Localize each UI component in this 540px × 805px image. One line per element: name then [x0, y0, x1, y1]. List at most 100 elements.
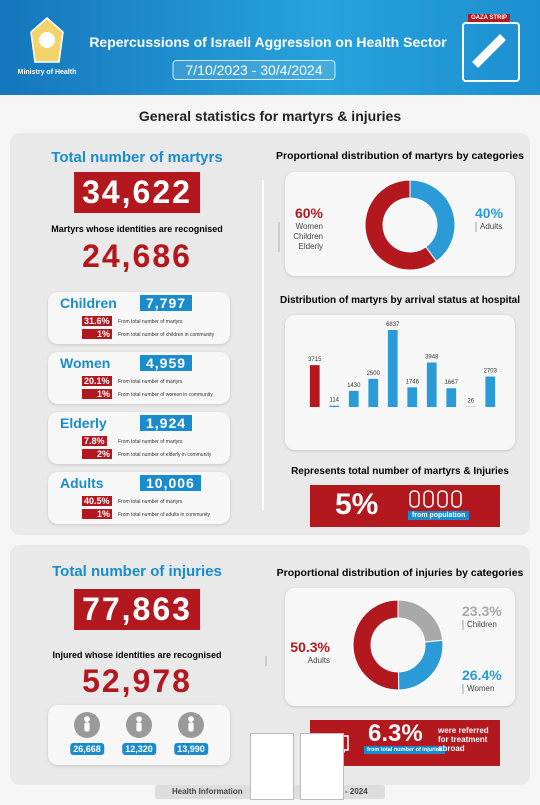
person-icon	[136, 716, 142, 723]
thumbnail	[300, 733, 344, 800]
martyrs-heading: Total number of martyrs	[51, 149, 223, 166]
bar	[426, 362, 437, 407]
person-icon	[188, 716, 194, 723]
bar-value-label: 6837	[386, 322, 400, 328]
pie-slice	[409, 179, 456, 263]
injuries-heading: Total number of injuries	[52, 563, 222, 580]
people-icons	[409, 490, 462, 508]
martyrs-total: 34,622	[74, 172, 200, 213]
pie-category-label: Adults	[265, 656, 330, 666]
injury-count: 13,990	[174, 743, 208, 755]
share-of-martyrs: 40.5%	[82, 496, 112, 506]
pie-category-label: Women Children Elderly	[278, 222, 323, 252]
abroad-share: 6.3%	[368, 720, 423, 747]
header-title: Repercussions of Israeli Aggression on H…	[89, 34, 447, 50]
share-of-community: 2%	[82, 449, 112, 459]
category-name: Elderly	[60, 415, 107, 431]
bar-value-label: 2703	[484, 369, 498, 375]
badge-frame	[462, 22, 520, 82]
pie-slice	[352, 599, 400, 691]
bar	[309, 365, 320, 407]
abroad-label: were referred for treatment abroad	[438, 726, 489, 753]
category-box	[48, 412, 230, 464]
ministry: Ministry of Health	[17, 69, 77, 76]
share-of-community: 1%	[82, 329, 112, 339]
date-range: 7/10/2023 - 30/4/2024	[172, 60, 336, 80]
chart-title: Distribution of martyrs by arrival statu…	[279, 295, 521, 306]
category-count: 4,959	[140, 355, 193, 371]
category-name: Adults	[60, 475, 104, 491]
share-of-community: 1%	[82, 509, 112, 519]
bar-value-label: 3715	[308, 357, 322, 363]
subtitle: General statistics for martyrs & injurie…	[138, 108, 402, 124]
share-label: From total number of women in community	[118, 392, 213, 398]
badge: GAZA STRIP	[467, 14, 511, 22]
bar	[348, 390, 359, 407]
bar	[446, 388, 457, 407]
logo	[30, 17, 64, 63]
injury-count: 12,320	[122, 743, 156, 755]
bar-value-label: 114	[329, 398, 339, 404]
bar	[387, 330, 398, 407]
pie-value-label: 23.3%	[462, 603, 502, 619]
pie-slice	[397, 599, 444, 643]
bar-value-label: 1746	[406, 379, 420, 385]
martyrs-identified: 24,686	[82, 238, 192, 274]
population-heading: Represents total number of martyrs & Inj…	[291, 466, 509, 477]
pie-value-label: 60%	[294, 205, 323, 221]
bar	[329, 405, 340, 407]
person-icon	[84, 716, 90, 723]
divider	[262, 180, 264, 510]
bar	[485, 376, 496, 407]
person-icon	[188, 722, 194, 732]
share-of-martyrs: 31.6%	[82, 316, 112, 326]
bar-value-label: 3948	[425, 355, 439, 361]
share-label: From total number of martyrs	[118, 319, 183, 325]
injuries-total: 77,863	[74, 589, 200, 630]
bar-value-label: 2500	[367, 371, 381, 377]
share-of-community: 1%	[82, 389, 112, 399]
abroad-share-label: from total number of injuries	[364, 746, 445, 754]
share-of-martyrs: 7.8%	[82, 436, 107, 446]
category-count: 1,924	[140, 415, 193, 431]
injuries-identified: 52,978	[82, 663, 192, 699]
pie-slice	[364, 179, 438, 271]
category-box	[48, 352, 230, 404]
population-label: from population	[408, 511, 470, 520]
category-count: 7,797	[140, 295, 193, 311]
pie-category-label: Adults	[475, 222, 540, 232]
population-share: 5%	[335, 488, 379, 521]
category-count: 10,006	[140, 475, 201, 491]
pie-value-label: 40%	[475, 205, 504, 221]
chart-title: Proportional distribution of martyrs by …	[276, 150, 524, 162]
chart-box	[285, 315, 515, 450]
person-icon	[84, 722, 90, 732]
pie-value-label: 50.3%	[290, 639, 330, 655]
chart-title: Proportional distribution of injuries by…	[276, 567, 524, 579]
thumbnail	[250, 733, 294, 800]
category-name: Children	[60, 295, 117, 311]
pie-category-label: Children	[462, 620, 527, 630]
population-box	[310, 485, 500, 527]
gaza-icon	[472, 34, 506, 68]
footer-left: Health Information	[172, 787, 243, 796]
bar	[368, 378, 379, 407]
share-label: From total number of adults in community	[118, 512, 210, 518]
person-icon	[136, 722, 142, 732]
injury-count: 26,668	[70, 743, 104, 755]
share-label: From total number of children in communi…	[118, 332, 215, 338]
share-label: From total number of martyrs	[118, 439, 183, 445]
injuries-identified-label: Injured whose identities are recognised	[52, 650, 222, 660]
bar-value-label: 26	[467, 399, 474, 405]
bar-value-label: 1667	[445, 380, 459, 386]
footer-right: - 2024	[345, 787, 368, 796]
pie-value-label: 26.4%	[462, 667, 502, 683]
category-name: Women	[60, 355, 111, 371]
share-label: From total number of elderly in communit…	[118, 452, 212, 458]
category-box	[48, 292, 230, 344]
share-of-martyrs: 20.1%	[82, 376, 112, 386]
bar-value-label: 1430	[347, 383, 361, 389]
pie-slice	[397, 639, 444, 691]
